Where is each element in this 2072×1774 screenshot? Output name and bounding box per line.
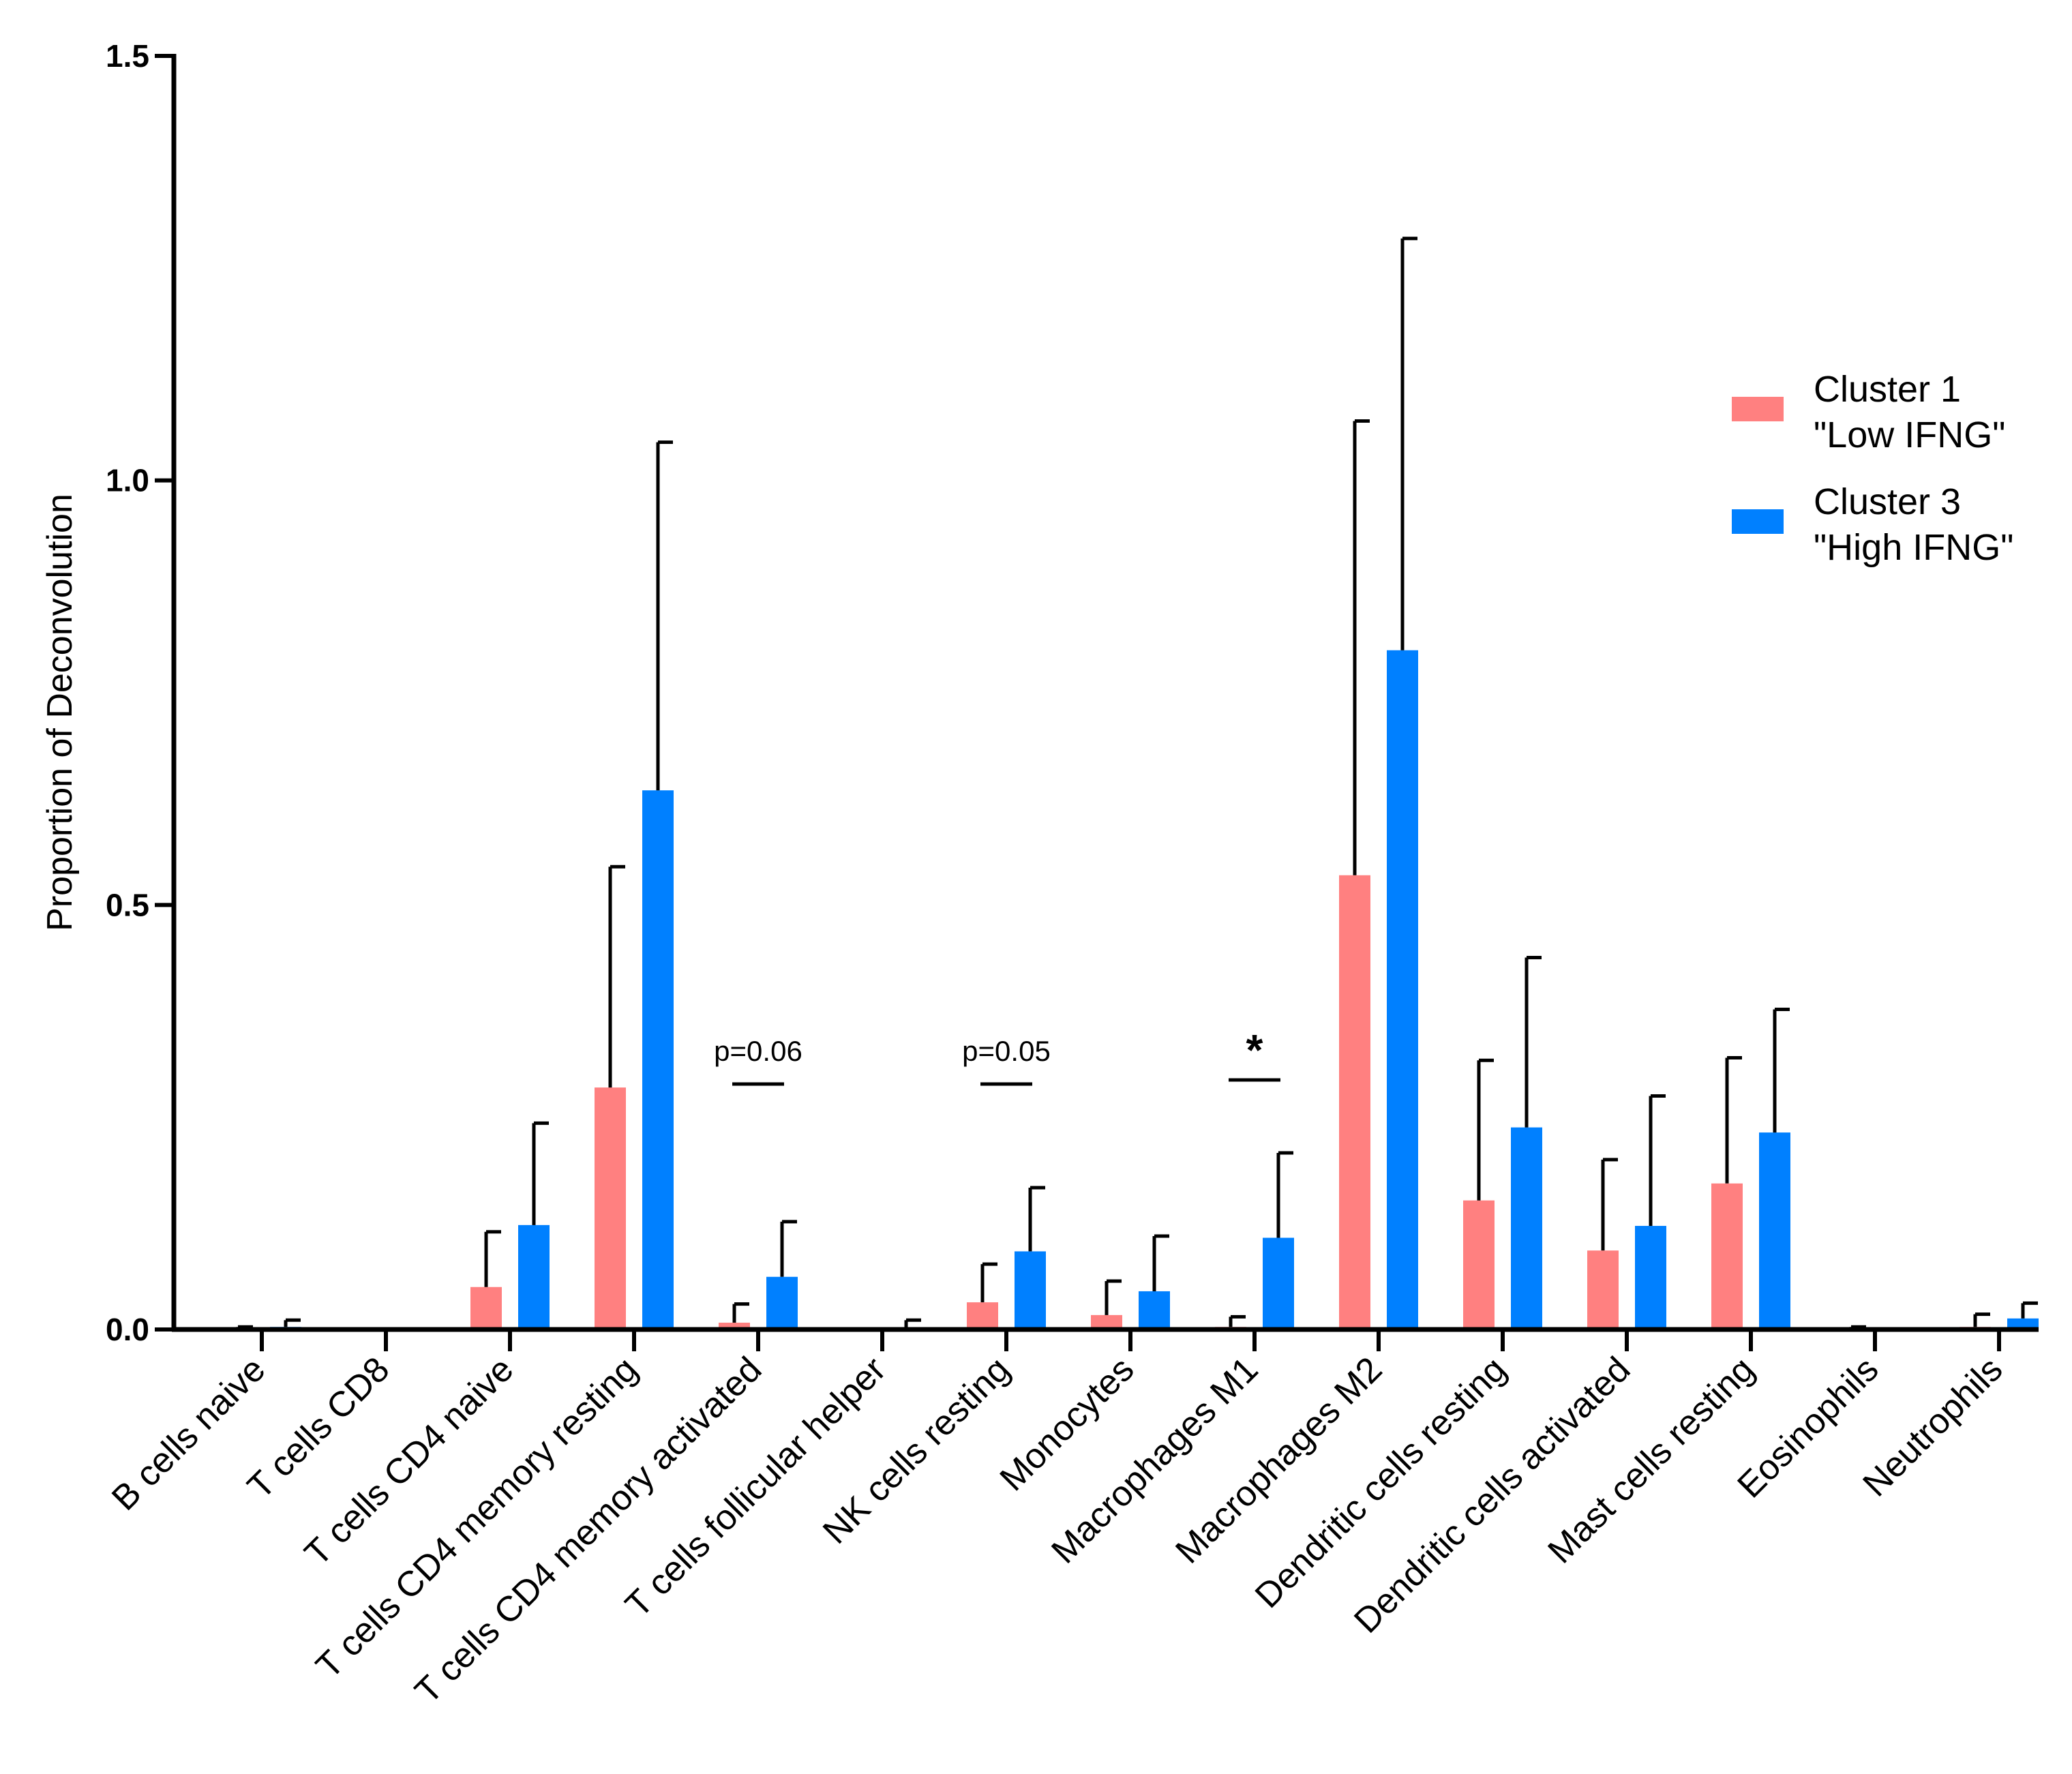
bar-series1-11 (1587, 1250, 1619, 1329)
bars-layer (222, 650, 2039, 1329)
bar-series1-9 (1339, 875, 1370, 1329)
x-tick-label-12: Mast cells resting (1540, 1349, 1762, 1571)
legend-label-1-line1: Cluster 1 (1814, 369, 1961, 410)
legend-swatch-2 (1732, 509, 1784, 534)
bar-series1-12 (1711, 1183, 1743, 1329)
annotation-text-0: p=0.06 (714, 1035, 802, 1067)
bar-series1-10 (1463, 1200, 1495, 1329)
bar-series2-14 (2007, 1318, 2039, 1329)
bar-series1-7 (1091, 1314, 1122, 1329)
annotation-text-1: p=0.05 (962, 1035, 1051, 1067)
y-tick-label-3: 1.5 (106, 38, 149, 74)
bar-series1-3 (595, 1087, 626, 1329)
x-tick-label-2: T cells CD4 naive (297, 1349, 521, 1573)
legend-label-1-line2: "Low IFNG" (1814, 415, 2005, 455)
x-tick-label-8: Macrophages M1 (1044, 1349, 1265, 1571)
error-bars-layer (236, 237, 2038, 1329)
x-tick-label-10: Dendritic cells resting (1248, 1349, 1514, 1615)
y-tick-label-0: 0.0 (106, 1312, 149, 1347)
bar-series2-6 (1015, 1251, 1046, 1329)
annotation-text-2: * (1246, 1025, 1263, 1074)
bar-series2-11 (1635, 1226, 1666, 1329)
y-tick-label-1: 0.5 (106, 887, 149, 922)
bar-series2-12 (1759, 1132, 1790, 1329)
bar-series2-2 (518, 1224, 550, 1329)
bar-series1-6 (967, 1302, 998, 1329)
x-tick-label-0: B cells naive (104, 1349, 273, 1518)
x-tick-label-9: Macrophages M2 (1168, 1349, 1390, 1571)
y-tick-label-2: 1.0 (106, 463, 149, 498)
annotations-layer: p=0.06 p=0.05 * (714, 1025, 1280, 1086)
bar-series2-8 (1263, 1237, 1294, 1329)
bar-series2-3 (642, 790, 674, 1329)
legend-label-2-line2: "High IFNG" (1814, 527, 2013, 568)
legend-label-2-line1: Cluster 3 (1814, 481, 1961, 522)
bar-series2-7 (1139, 1291, 1170, 1329)
legend: Cluster 1 "Low IFNG" Cluster 3 "High IFNG" (1732, 369, 2013, 568)
bar-series1-2 (470, 1287, 502, 1329)
bar-series2-4 (766, 1276, 798, 1329)
bar-series2-10 (1511, 1127, 1542, 1329)
legend-swatch-1 (1732, 397, 1784, 421)
y-axis-label: Proportion of Deconvolution (40, 494, 80, 931)
bar-series1-4 (719, 1323, 750, 1329)
bar-series2-9 (1387, 650, 1418, 1329)
